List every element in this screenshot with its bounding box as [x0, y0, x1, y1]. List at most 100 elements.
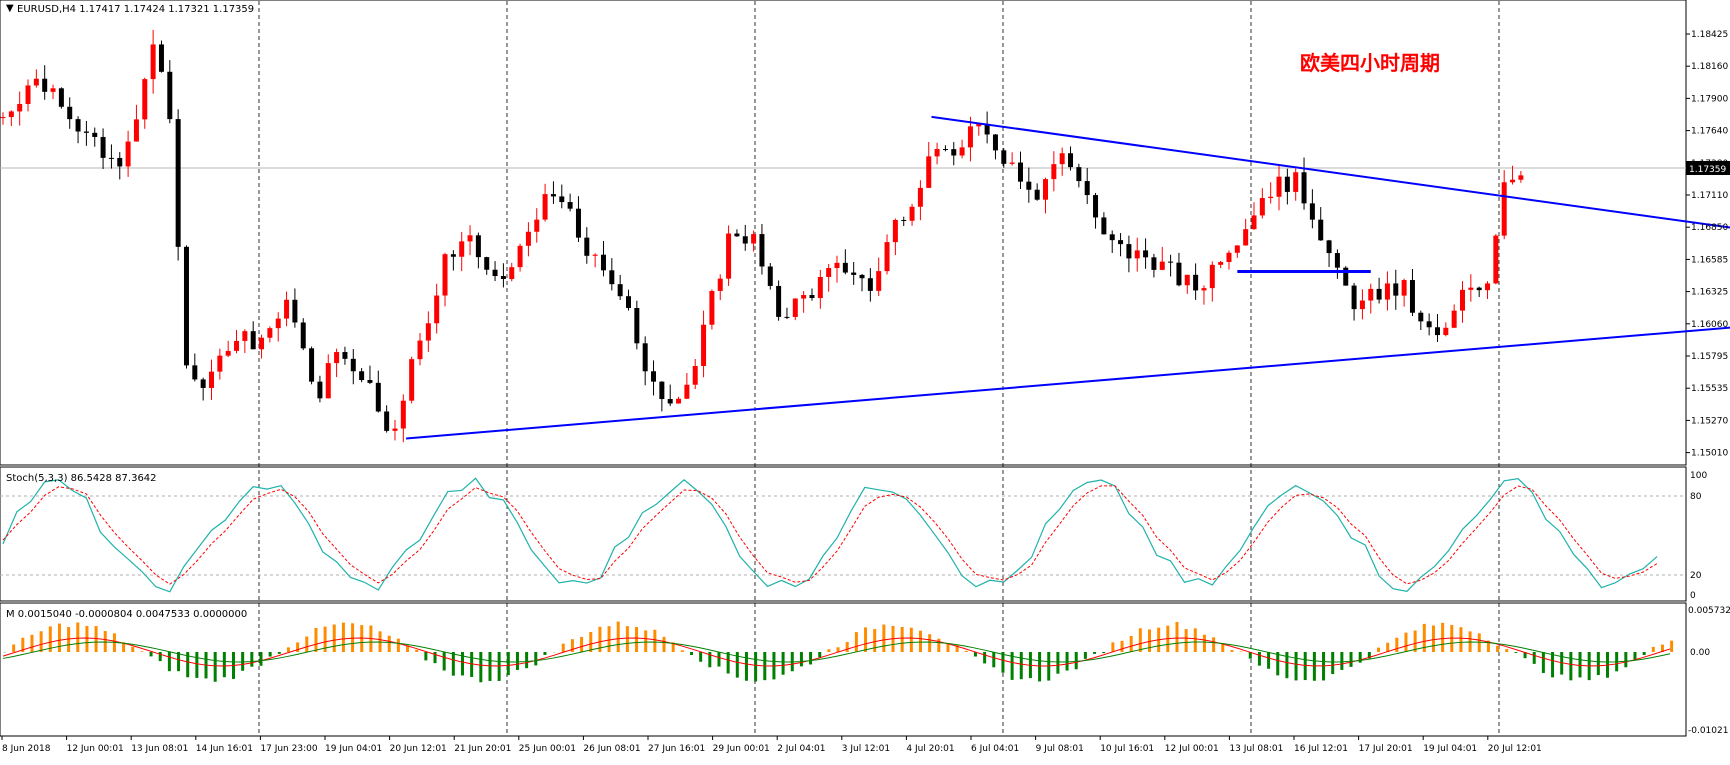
- macd-bar: [388, 636, 391, 652]
- macd-panel[interactable]: [0, 603, 1686, 736]
- macd-bar: [516, 652, 519, 670]
- macd-bar: [1276, 652, 1279, 675]
- macd-bar: [1643, 652, 1646, 655]
- macd-bar: [1652, 647, 1655, 652]
- stoch-header: Stoch(5,3,3) 86.5428 87.3642: [6, 473, 157, 484]
- macd-bar: [1340, 652, 1343, 670]
- macd-bar: [177, 652, 180, 671]
- price-tick-label: 1.18425: [1691, 30, 1728, 40]
- stoch-level-0: 0: [1690, 591, 1696, 601]
- macd-bar: [296, 642, 299, 652]
- macd-bar: [168, 652, 171, 671]
- macd-bar: [1395, 638, 1398, 652]
- price-tick-label: 1.17110: [1691, 191, 1728, 201]
- macd-bar: [479, 652, 482, 682]
- macd-bar: [424, 652, 427, 660]
- candle: [1343, 266, 1348, 286]
- candle: [1493, 234, 1498, 284]
- macd-bar: [1459, 627, 1462, 652]
- macd-bar: [1038, 652, 1041, 681]
- price-tick-label: 1.15795: [1691, 352, 1728, 362]
- macd-bar: [992, 652, 995, 667]
- macd-bar: [699, 652, 702, 662]
- macd-bar: [846, 642, 849, 652]
- macd-bar: [1350, 652, 1353, 667]
- time-tick-label: 20 Jul 12:01: [1488, 744, 1542, 754]
- time-tick-label: 26 Jun 08:01: [583, 744, 640, 754]
- candle: [776, 280, 781, 320]
- macd-bar: [452, 652, 455, 676]
- time-tick-label: 12 Jun 00:01: [67, 744, 124, 754]
- chart-dropdown-icon[interactable]: ▼: [6, 3, 14, 14]
- price-tick-label: 1.15010: [1691, 449, 1728, 459]
- current-price-label: 1.17359: [1689, 165, 1726, 175]
- macd-bar: [214, 652, 217, 682]
- macd-bar: [150, 652, 153, 656]
- macd-bar: [250, 652, 253, 667]
- macd-bar: [626, 626, 629, 652]
- time-tick-label: 21 Jun 20:01: [454, 744, 511, 754]
- price-tick-label: 1.16325: [1691, 288, 1728, 298]
- macd-bar: [1075, 652, 1078, 669]
- macd-bar: [351, 623, 354, 652]
- macd-bar: [800, 652, 803, 666]
- candle: [301, 318, 306, 350]
- chart-annotation: 欧美四小时周期: [1300, 51, 1440, 75]
- macd-bar: [690, 652, 693, 655]
- macd-bar: [415, 650, 418, 652]
- macd-bar: [259, 652, 262, 666]
- time-tick-label: 6 Jul 04:01: [971, 744, 1019, 754]
- macd-bar: [663, 637, 666, 652]
- price-tick-label: 1.18160: [1691, 62, 1728, 72]
- macd-bar: [653, 630, 656, 652]
- macd-bar: [873, 629, 876, 652]
- macd-bar: [1230, 650, 1233, 652]
- macd-bar: [562, 644, 565, 652]
- time-tick-label: 17 Jun 23:00: [260, 744, 317, 754]
- macd-bar: [589, 632, 592, 652]
- macd-bar: [818, 652, 821, 657]
- macd-bar: [1579, 652, 1582, 677]
- macd-bar: [1212, 637, 1215, 652]
- time-tick-label: 29 Jun 00:01: [713, 744, 770, 754]
- candle: [176, 109, 181, 260]
- price-tick-label: 1.15535: [1691, 384, 1728, 394]
- macd-bar: [342, 623, 345, 652]
- macd-bar: [1505, 649, 1508, 652]
- macd-bar: [1084, 652, 1087, 659]
- macd-bar: [1533, 652, 1536, 664]
- macd-bar: [12, 645, 15, 652]
- macd-bar: [1221, 644, 1224, 652]
- time-tick-label: 19 Jun 04:01: [325, 744, 382, 754]
- macd-bar: [928, 634, 931, 652]
- macd-bar: [681, 650, 684, 652]
- time-tick-label: 4 Jul 20:01: [906, 744, 954, 754]
- macd-bar: [617, 622, 620, 652]
- macd-bar: [1670, 641, 1673, 652]
- macd-bar: [525, 652, 528, 668]
- macd-bar: [131, 647, 134, 652]
- macd-bar: [1432, 625, 1435, 652]
- symbol-header: EURUSD,H4 1.17417 1.17424 1.17321 1.1735…: [17, 4, 254, 15]
- macd-bar: [397, 639, 400, 652]
- macd-bar: [754, 652, 757, 681]
- macd-bar: [782, 652, 785, 675]
- macd-bar: [443, 652, 446, 671]
- price-tick-label: 1.16585: [1691, 255, 1728, 265]
- macd-bar: [40, 631, 43, 652]
- macd-bar: [1111, 642, 1114, 652]
- macd-bar: [1102, 652, 1105, 653]
- macd-bar: [983, 652, 986, 663]
- macd-bar: [1377, 648, 1380, 652]
- macd-bar: [937, 639, 940, 652]
- macd-bar: [76, 623, 79, 652]
- macd-bar: [1020, 652, 1023, 679]
- macd-bar: [159, 652, 162, 661]
- time-tick-label: 19 Jul 04:01: [1423, 744, 1477, 754]
- candle: [793, 298, 798, 320]
- candle: [634, 301, 639, 350]
- candle: [309, 347, 314, 385]
- macd-bar: [305, 637, 308, 652]
